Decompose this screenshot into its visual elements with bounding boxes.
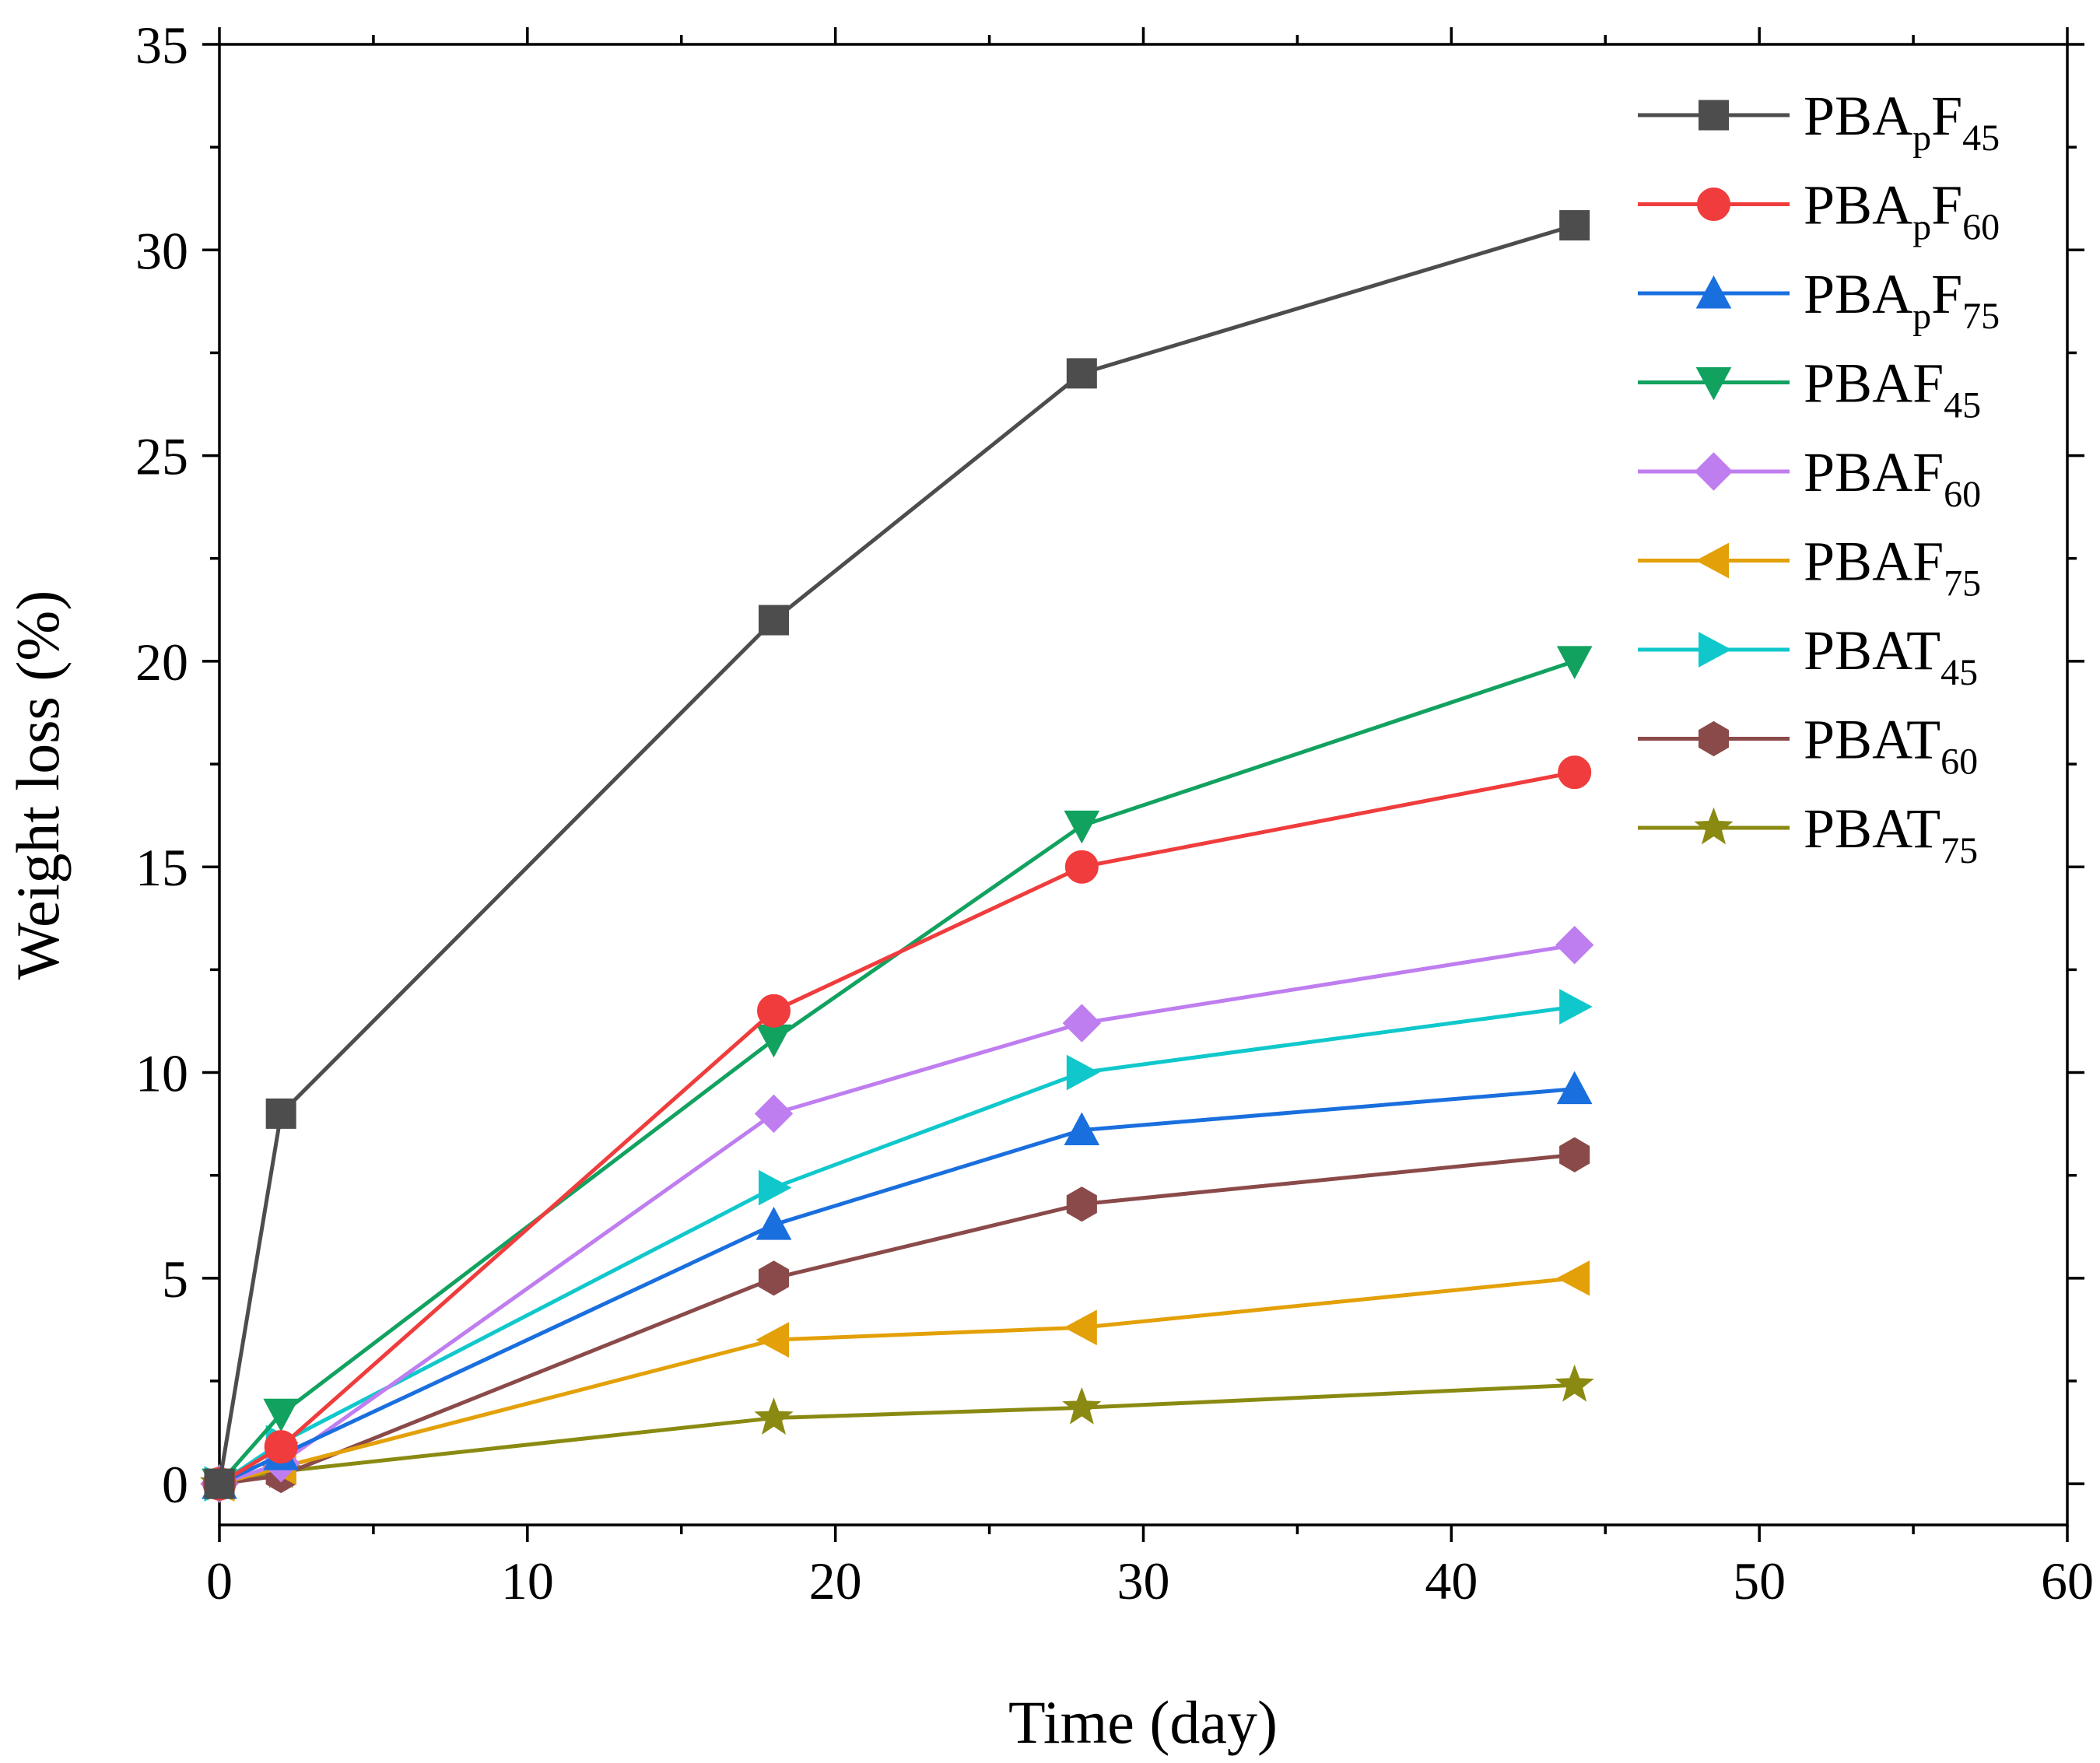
legend-label: PBAF60 bbox=[1804, 441, 1981, 515]
series-line bbox=[218, 770, 1576, 1486]
legend-label: PBAF75 bbox=[1804, 531, 1981, 605]
legend: PBApF45 PBApF60 PBApF75 PBAF45 PBAF60 PBAF75 P… bbox=[1638, 85, 2000, 871]
data-point bbox=[757, 994, 791, 1028]
legend-entry-PBApF75: PBApF75 bbox=[1638, 263, 2000, 337]
y-axis-title: Weight loss (%) bbox=[4, 591, 72, 980]
legend-marker bbox=[1699, 100, 1729, 131]
data-point bbox=[759, 605, 789, 636]
series-PBAF75 bbox=[201, 1260, 1590, 1502]
x-axis-title: Time (day) bbox=[1008, 1688, 1278, 1756]
legend-marker bbox=[1694, 452, 1734, 491]
data-point bbox=[1064, 1309, 1097, 1346]
data-point bbox=[1558, 755, 1592, 790]
legend-label: PBApF75 bbox=[1804, 263, 2000, 337]
data-point bbox=[1559, 989, 1593, 1025]
legend-marker bbox=[1695, 367, 1732, 401]
legend-entry-PBAF45: PBAF45 bbox=[1638, 352, 1981, 426]
data-point bbox=[204, 1468, 235, 1499]
data-point bbox=[1066, 1054, 1100, 1091]
legend-entry-PBApF60: PBApF60 bbox=[1638, 174, 2000, 248]
data-point bbox=[754, 1397, 794, 1435]
legend-label: PBAT45 bbox=[1804, 619, 1978, 693]
legend-entry-PBAT75: PBAT75 bbox=[1638, 797, 1978, 871]
series-line bbox=[218, 1087, 1575, 1486]
data-point bbox=[756, 1024, 792, 1058]
data-point bbox=[1064, 850, 1099, 884]
plot-frame bbox=[218, 43, 2069, 1526]
x-tick-label: 60 bbox=[2041, 1551, 2094, 1611]
y-tick-label: 15 bbox=[135, 838, 188, 897]
data-point bbox=[1559, 210, 1590, 241]
series-line bbox=[217, 223, 1576, 1484]
data-point bbox=[1556, 1260, 1590, 1296]
series-line bbox=[219, 943, 1576, 1486]
legend-entry-PBAF60: PBAF60 bbox=[1638, 441, 1981, 515]
y-tick-label: 10 bbox=[135, 1044, 188, 1103]
legend-label: PBApF45 bbox=[1804, 85, 2000, 159]
y-tick-label: 35 bbox=[135, 16, 188, 75]
legend-entry-PBAT45: PBAT45 bbox=[1638, 619, 1978, 693]
data-point bbox=[1062, 1386, 1102, 1425]
series-PBAF60 bbox=[200, 925, 1594, 1503]
data-point bbox=[265, 1098, 296, 1129]
legend-marker bbox=[1694, 807, 1734, 845]
x-tick-label: 20 bbox=[809, 1551, 862, 1611]
y-tick-label: 5 bbox=[162, 1250, 188, 1309]
data-point bbox=[1559, 1137, 1590, 1172]
series-PBAT60 bbox=[204, 1137, 1590, 1502]
x-tick-label: 50 bbox=[1733, 1551, 1786, 1611]
data-point bbox=[756, 1207, 792, 1240]
data-point bbox=[1556, 646, 1593, 679]
x-tick-label: 10 bbox=[501, 1551, 554, 1611]
data-point bbox=[263, 1398, 300, 1432]
data-point bbox=[756, 1322, 789, 1358]
legend-marker bbox=[1697, 188, 1730, 221]
legend-marker bbox=[1695, 542, 1729, 579]
x-tick-label: 30 bbox=[1117, 1551, 1170, 1611]
legend-marker bbox=[1695, 275, 1732, 309]
legend-entry-PBAT60: PBAT60 bbox=[1638, 709, 1978, 783]
legend-label: PBAT75 bbox=[1804, 797, 1978, 871]
series-line bbox=[219, 1383, 1575, 1486]
legend-marker bbox=[1699, 632, 1732, 668]
plot-series bbox=[199, 210, 1594, 1503]
data-point bbox=[264, 1430, 298, 1464]
data-point bbox=[758, 1260, 790, 1296]
data-point bbox=[1062, 1004, 1102, 1043]
legend-entry-PBApF45: PBApF45 bbox=[1638, 85, 2000, 159]
series-PBApF45 bbox=[204, 210, 1590, 1499]
series-line bbox=[219, 1276, 1575, 1486]
data-point bbox=[754, 1094, 794, 1134]
data-point bbox=[1064, 810, 1100, 844]
y-tick-label: 30 bbox=[135, 221, 188, 280]
data-point bbox=[1064, 1112, 1100, 1146]
data-point bbox=[759, 1169, 792, 1206]
data-point bbox=[1556, 1071, 1593, 1105]
y-tick-label: 25 bbox=[135, 427, 188, 486]
data-point bbox=[1555, 925, 1594, 965]
legend-marker bbox=[1698, 720, 1730, 757]
legend-label: PBAF45 bbox=[1804, 352, 1981, 426]
axes: 0 10 20 30 40 50 60 0 5 10 15 20 25 30 35 bbox=[135, 16, 2094, 1611]
y-tick-label: 0 bbox=[162, 1455, 188, 1514]
legend-label: PBApF60 bbox=[1804, 174, 2000, 248]
legend-label: PBAT60 bbox=[1804, 709, 1978, 783]
data-point bbox=[1066, 1186, 1097, 1222]
y-tick-label: 20 bbox=[135, 633, 188, 692]
x-tick-label: 40 bbox=[1425, 1551, 1478, 1611]
data-point bbox=[1066, 358, 1097, 389]
data-point bbox=[1555, 1364, 1594, 1402]
series-PBApF60 bbox=[202, 755, 1592, 1501]
legend-entry-PBAF75: PBAF75 bbox=[1638, 531, 1981, 605]
x-tick-label: 0 bbox=[206, 1551, 233, 1611]
